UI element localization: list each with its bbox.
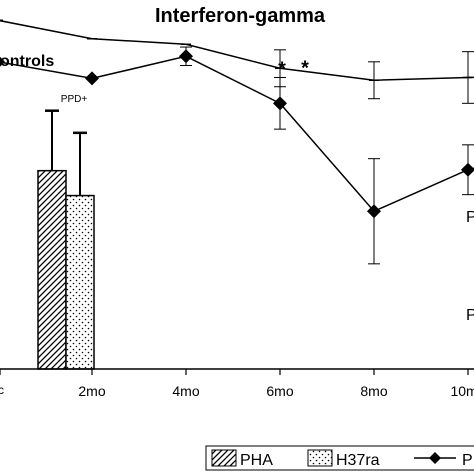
series-1-point	[0, 56, 5, 67]
line-group: * *	[0, 19, 474, 265]
chart-title: Interferon-gamma	[155, 5, 326, 27]
legend-marker-p	[429, 452, 441, 464]
series-1-point	[461, 162, 474, 177]
bar-group	[37, 109, 95, 370]
chart-subtitle: ontrols	[0, 53, 54, 70]
series-1-point	[367, 204, 381, 219]
left-edge-label: c	[0, 383, 4, 397]
legend-label-pha: PHA	[240, 452, 273, 469]
legend-label-p: P	[462, 452, 473, 469]
group-label: PPD+	[61, 94, 88, 105]
legend-swatch-h37ra	[307, 449, 333, 467]
asterisk-series-1: *	[278, 58, 286, 80]
bar-pha	[37, 169, 67, 370]
x-axis-ticks: 2mo 4mo 6mo 8mo 10mo	[0, 369, 474, 399]
series-1-point	[85, 71, 99, 86]
series-line-2	[0, 19, 474, 82]
x-tick-label: 8mo	[360, 383, 387, 399]
series-1-point	[273, 96, 287, 111]
right-edge-label-2: P	[466, 307, 474, 324]
right-edge-labels: PP	[466, 209, 474, 324]
asterisk-series-2: *	[301, 57, 309, 79]
legend: PHA H37ra P	[205, 445, 474, 471]
x-tick-label: 10mo	[450, 383, 474, 399]
x-tick-label: 4mo	[172, 383, 199, 399]
series-1-point	[179, 49, 193, 64]
right-edge-label-1: P	[466, 209, 474, 226]
bar-h37ra	[65, 194, 95, 370]
x-tick-label: 2mo	[78, 383, 105, 399]
legend-swatch-pha	[211, 449, 237, 467]
x-tick-label: 6mo	[266, 383, 293, 399]
legend-label-h37ra: H37ra	[336, 452, 380, 469]
